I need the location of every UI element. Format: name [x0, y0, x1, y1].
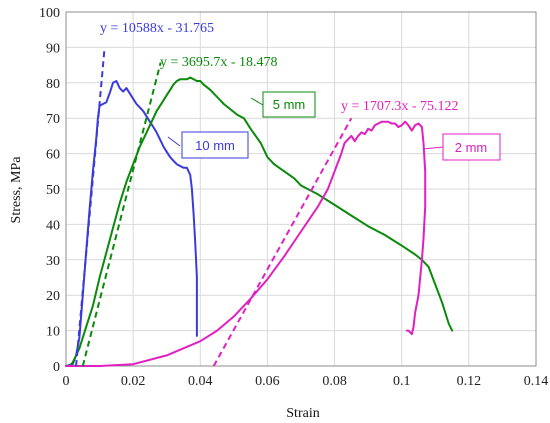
y-tick-label: 30 — [46, 254, 60, 269]
y-tick-label: 70 — [46, 112, 60, 127]
y-tick-labels: 0 10 20 30 40 50 60 70 80 90 100 — [39, 6, 60, 375]
axes — [65, 11, 537, 367]
y-tick-label: 60 — [46, 148, 60, 163]
fit-line-1 — [81, 62, 162, 367]
fit-line-2 — [212, 117, 353, 367]
annotation-2mm: 2 mm — [422, 133, 501, 161]
annotation-5mm: 5 mm — [250, 91, 316, 118]
series-line-10mm — [65, 80, 198, 367]
series-line-2mm — [65, 120, 427, 367]
fit-lines — [75, 47, 353, 367]
y-tick-label: 20 — [46, 289, 60, 304]
annotation-10mm: 10 mm — [167, 131, 249, 159]
fit-line-0 — [75, 47, 106, 367]
x-tick-label: 0.12 — [457, 374, 482, 389]
label-10mm: 10 mm — [195, 138, 235, 153]
x-tick-label: 0.14 — [524, 374, 549, 389]
y-axis-title: Stress, MPa — [9, 156, 24, 224]
label-5mm: 5 mm — [273, 97, 306, 112]
y-tick-label: 40 — [46, 218, 60, 233]
y-tick-label: 100 — [39, 6, 60, 21]
x-tick-label: 0.06 — [255, 374, 280, 389]
x-axis-title: Strain — [286, 406, 319, 421]
y-tick-label: 50 — [46, 183, 60, 198]
x-tick-label: 0.02 — [121, 374, 146, 389]
x-tick-labels: 0 0.02 0.04 0.06 0.08 0.1 0.12 0.14 — [63, 374, 549, 389]
x-tick-label: 0.04 — [188, 374, 213, 389]
x-tick-label: 0.1 — [393, 374, 411, 389]
y-tick-label: 80 — [46, 77, 60, 92]
label-2mm: 2 mm — [455, 140, 488, 155]
fit-equation-2mm: y = 1707.3x - 75.122 — [341, 99, 459, 114]
y-tick-label: 90 — [46, 41, 60, 56]
y-tick-label: 10 — [46, 325, 60, 340]
series-line-5mm — [65, 76, 454, 367]
fit-equation-10mm: y = 10588x - 31.765 — [100, 21, 214, 36]
x-tick-label: 0.08 — [322, 374, 347, 389]
grid — [65, 11, 537, 367]
fit-equation-5mm: y = 3695.7x - 18.478 — [160, 55, 278, 70]
x-tick-label: 0 — [63, 374, 70, 389]
series-lines — [65, 76, 454, 367]
y-tick-label: 0 — [53, 360, 60, 375]
plot-area-border — [65, 11, 537, 367]
